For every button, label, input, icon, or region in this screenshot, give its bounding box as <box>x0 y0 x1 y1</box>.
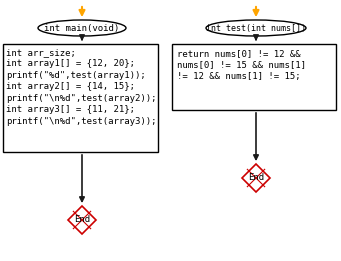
Text: End: End <box>74 216 90 224</box>
Text: int main(void): int main(void) <box>44 23 120 33</box>
Polygon shape <box>68 206 96 234</box>
Text: int arr_size;
int array1[] = {12, 20};
printf("%d",test(array1));
int array2[] =: int arr_size; int array1[] = {12, 20}; p… <box>6 48 157 126</box>
Ellipse shape <box>206 20 306 36</box>
Text: int test(int nums[]): int test(int nums[]) <box>206 23 306 33</box>
Bar <box>3 44 158 152</box>
Bar <box>172 44 336 110</box>
Ellipse shape <box>38 20 126 36</box>
Polygon shape <box>242 164 270 192</box>
Text: End: End <box>248 174 264 182</box>
Text: return nums[0] != 12 &&
nums[0] != 15 && nums[1]
!= 12 && nums[1] != 15;: return nums[0] != 12 && nums[0] != 15 &&… <box>177 49 306 81</box>
